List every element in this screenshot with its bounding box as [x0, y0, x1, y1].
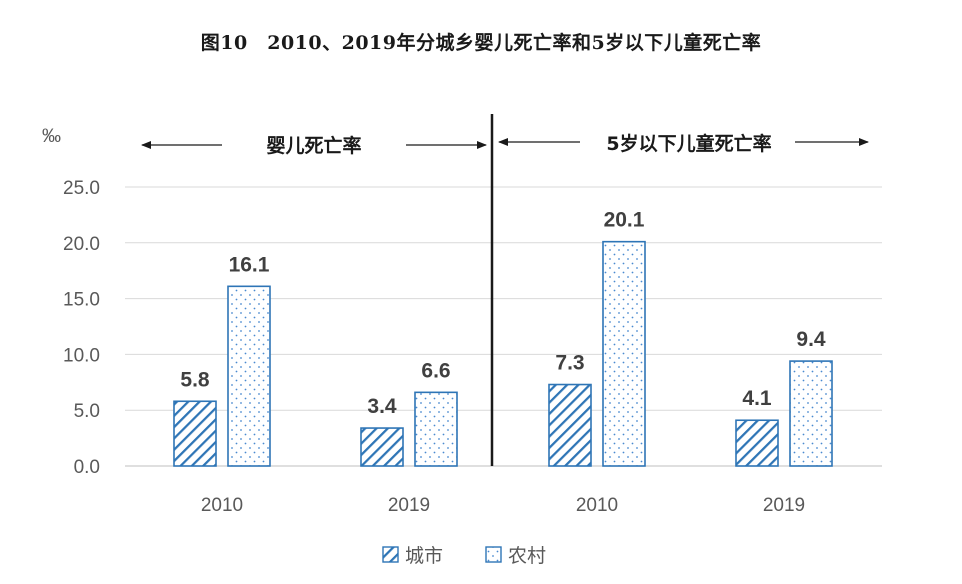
bar-urban: [360, 427, 404, 467]
data-label: 4.1: [742, 387, 772, 410]
legend-label-rural: 农村: [508, 545, 546, 567]
section-label-infant: 婴儿死亡率: [266, 134, 361, 157]
y-tick-label: 0.0: [74, 457, 100, 478]
legend-swatch-urban: [382, 546, 399, 563]
x-tick-label: 2010: [201, 495, 243, 516]
data-label: 9.4: [796, 328, 826, 351]
section-label-under5: 5岁以下儿童死亡率: [606, 132, 771, 155]
data-label: 3.4: [367, 395, 397, 418]
bar-rural: [227, 285, 271, 467]
bar-urban: [548, 383, 592, 467]
bar-rural: [789, 360, 833, 467]
x-tick-label: 2010: [576, 495, 618, 516]
bar-urban: [173, 400, 217, 467]
bar-rural: [414, 391, 458, 467]
y-tick-label: 25.0: [63, 178, 100, 199]
y-tick-label: 10.0: [63, 345, 100, 366]
data-label: 5.8: [180, 368, 210, 391]
y-tick-label: 20.0: [63, 234, 100, 255]
legend-swatch-rural: [485, 546, 502, 563]
data-label: 16.1: [229, 253, 270, 276]
x-tick-label: 2019: [388, 495, 430, 516]
bar-rural: [602, 240, 646, 467]
y-unit-label: ‰: [42, 126, 61, 147]
data-label: 6.6: [421, 359, 450, 382]
chart-title: 图10 2010、2019年分城乡婴儿死亡率和5岁以下儿童死亡率: [200, 32, 762, 54]
x-tick-label: 2019: [763, 495, 805, 516]
data-label: 7.3: [555, 352, 584, 375]
bar-urban: [735, 419, 779, 467]
y-tick-label: 5.0: [74, 401, 100, 422]
y-tick-label: 15.0: [63, 290, 100, 311]
legend-label-urban: 城市: [405, 545, 443, 567]
data-label: 20.1: [604, 209, 645, 232]
